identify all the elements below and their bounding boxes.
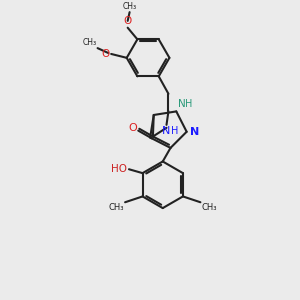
Text: HO: HO	[111, 164, 127, 174]
Text: CH₃: CH₃	[201, 203, 217, 212]
Text: N: N	[190, 127, 199, 137]
Text: CH₃: CH₃	[109, 203, 124, 212]
Text: N: N	[162, 126, 171, 136]
Text: CH₃: CH₃	[82, 38, 97, 47]
Text: N: N	[178, 100, 186, 110]
Text: O: O	[101, 49, 109, 59]
Text: O: O	[124, 16, 132, 26]
Text: H: H	[171, 126, 178, 136]
Text: H: H	[185, 100, 192, 110]
Text: CH₃: CH₃	[122, 2, 137, 11]
Text: O: O	[129, 123, 137, 133]
